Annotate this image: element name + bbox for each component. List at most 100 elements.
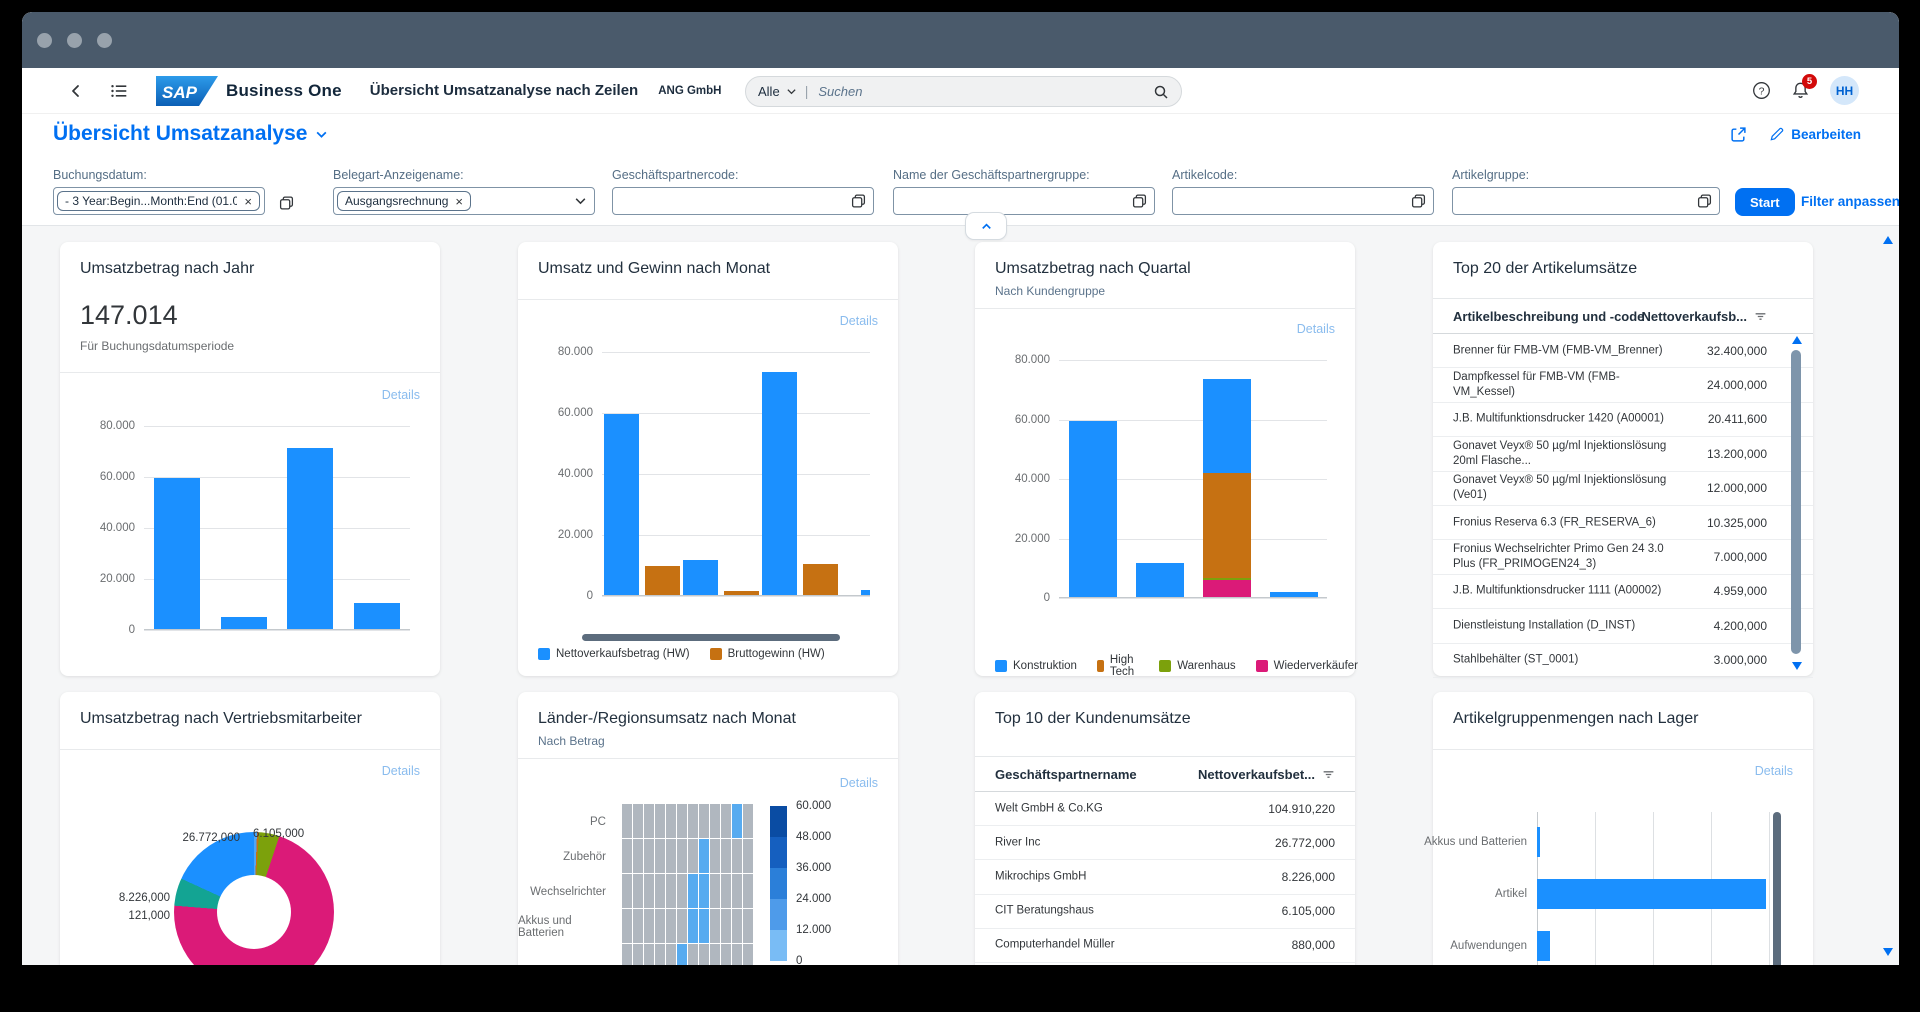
column-header-value[interactable]: Nettoverkaufsbet...: [1198, 767, 1335, 782]
heatmap-cell[interactable]: [699, 874, 709, 908]
heatmap-cell[interactable]: [644, 874, 654, 908]
bar[interactable]: [1537, 931, 1550, 961]
chart-horizontal-scrollbar[interactable]: [582, 634, 840, 641]
table-row[interactable]: Welt GmbH & Co.KG 104.910,220: [975, 792, 1355, 827]
heatmap-cell[interactable]: [721, 804, 731, 838]
remove-token-icon[interactable]: ×: [455, 193, 464, 209]
heatmap-cell[interactable]: [633, 804, 643, 838]
heatmap-cell[interactable]: [699, 839, 709, 873]
bar[interactable]: [644, 565, 680, 596]
heatmap-cell[interactable]: [699, 909, 709, 943]
details-link[interactable]: Details: [839, 314, 878, 328]
heatmap-cell[interactable]: [644, 944, 654, 965]
scrollbar-thumb[interactable]: [1791, 350, 1801, 654]
bar-segment[interactable]: [1202, 379, 1251, 474]
belegart-select[interactable]: Ausgangsrechnung ×: [333, 187, 595, 215]
heatmap-cell[interactable]: [721, 839, 731, 873]
chart-vertical-scrollbar[interactable]: [1773, 812, 1781, 965]
stacked-bar[interactable]: [1135, 360, 1184, 598]
bar[interactable]: [861, 589, 870, 596]
heatmap-cell[interactable]: [677, 944, 687, 965]
bar-segment[interactable]: [1269, 592, 1318, 598]
table-row[interactable]: Dienstleistung Installation (D_INST) 4.20…: [1433, 609, 1813, 644]
stacked-bar[interactable]: [1269, 360, 1318, 598]
chevron-down-icon[interactable]: [786, 86, 797, 97]
table-row[interactable]: Computerhandel Müller 880,000: [975, 929, 1355, 963]
heatmap-cell[interactable]: [743, 909, 753, 943]
heatmap-cell[interactable]: [732, 839, 742, 873]
filter-token[interactable]: Ausgangsrechnung ×: [337, 191, 472, 211]
page-scroll-down-icon[interactable]: [1883, 948, 1893, 956]
table-row[interactable]: River Inc 26.772,000: [975, 826, 1355, 861]
heatmap-cell[interactable]: [655, 909, 665, 943]
heatmap-cell[interactable]: [743, 804, 753, 838]
table-scrollbar[interactable]: [1790, 336, 1803, 670]
heatmap-cell[interactable]: [644, 909, 654, 943]
heatmap-cell[interactable]: [666, 839, 676, 873]
table-row[interactable]: J.B. Multifunktionsdrucker 1111 (A00002)…: [1433, 575, 1813, 610]
details-link[interactable]: Details: [381, 764, 420, 778]
heatmap-cell[interactable]: [743, 839, 753, 873]
chevron-down-icon[interactable]: [574, 195, 587, 208]
column-header-value[interactable]: Nettoverkaufsb...: [1642, 309, 1767, 324]
value-help-icon[interactable]: [1697, 194, 1712, 209]
bar[interactable]: [353, 603, 400, 630]
bar[interactable]: [154, 478, 201, 630]
remove-token-icon[interactable]: ×: [244, 193, 252, 209]
start-button[interactable]: Start: [1735, 188, 1795, 216]
heatmap-cell[interactable]: [677, 804, 687, 838]
heatmap-cell[interactable]: [633, 909, 643, 943]
heatmap-cell[interactable]: [655, 804, 665, 838]
details-link[interactable]: Details: [381, 388, 420, 402]
artikelgruppe-input[interactable]: [1452, 187, 1720, 215]
value-help-icon[interactable]: [851, 194, 866, 209]
collapse-filterbar-button[interactable]: [965, 212, 1007, 240]
heatmap-cell[interactable]: [633, 874, 643, 908]
gp-gruppe-input[interactable]: [893, 187, 1155, 215]
heatmap-cell[interactable]: [688, 909, 698, 943]
bar[interactable]: [1537, 827, 1540, 857]
bar-segment[interactable]: [1202, 580, 1251, 598]
gp-code-input[interactable]: [612, 187, 874, 215]
heatmap-cell[interactable]: [732, 804, 742, 838]
heatmap-cell[interactable]: [721, 874, 731, 908]
bar[interactable]: [802, 563, 838, 596]
stacked-bar[interactable]: [1068, 360, 1117, 598]
bar[interactable]: [682, 560, 718, 596]
details-link[interactable]: Details: [1754, 764, 1793, 778]
heatmap-cell[interactable]: [622, 839, 632, 873]
back-icon[interactable]: [68, 83, 84, 99]
heatmap-cell[interactable]: [622, 874, 632, 908]
heatmap-cell[interactable]: [644, 839, 654, 873]
bar[interactable]: [761, 371, 797, 596]
value-help-icon[interactable]: [1132, 194, 1147, 209]
heatmap-cell[interactable]: [688, 944, 698, 965]
heatmap-cell[interactable]: [666, 874, 676, 908]
bar-segment[interactable]: [1202, 473, 1251, 578]
window-control-icon[interactable]: [37, 33, 52, 48]
edit-button[interactable]: Bearbeiten: [1769, 127, 1861, 142]
notifications-bell-icon[interactable]: 5: [1791, 74, 1817, 100]
page-title[interactable]: Übersicht Umsatzanalyse: [53, 122, 328, 146]
heatmap-cell[interactable]: [655, 874, 665, 908]
heatmap-cell[interactable]: [710, 804, 720, 838]
heatmap-cell[interactable]: [710, 839, 720, 873]
bar[interactable]: [723, 591, 759, 596]
heatmap-cell[interactable]: [699, 944, 709, 965]
bar-segment[interactable]: [1135, 562, 1184, 598]
bar[interactable]: [1537, 879, 1766, 909]
heatmap-cell[interactable]: [666, 804, 676, 838]
help-icon[interactable]: ?: [1752, 81, 1771, 100]
heatmap-cell[interactable]: [644, 804, 654, 838]
heatmap-cell[interactable]: [622, 804, 632, 838]
heatmap-cell[interactable]: [666, 909, 676, 943]
heatmap-cell[interactable]: [721, 944, 731, 965]
scroll-up-icon[interactable]: [1792, 336, 1802, 344]
heatmap-cell[interactable]: [743, 874, 753, 908]
heatmap-cell[interactable]: [732, 944, 742, 965]
heatmap-cell[interactable]: [688, 839, 698, 873]
heatmap-cell[interactable]: [622, 909, 632, 943]
search-scope-select[interactable]: Alle: [758, 84, 780, 99]
table-row[interactable]: Gonavet Veyx® 50 µg/ml Injektionslösung …: [1433, 437, 1813, 472]
table-row[interactable]: Gonavet Veyx® 50 µg/ml Injektionslösung …: [1433, 472, 1813, 506]
